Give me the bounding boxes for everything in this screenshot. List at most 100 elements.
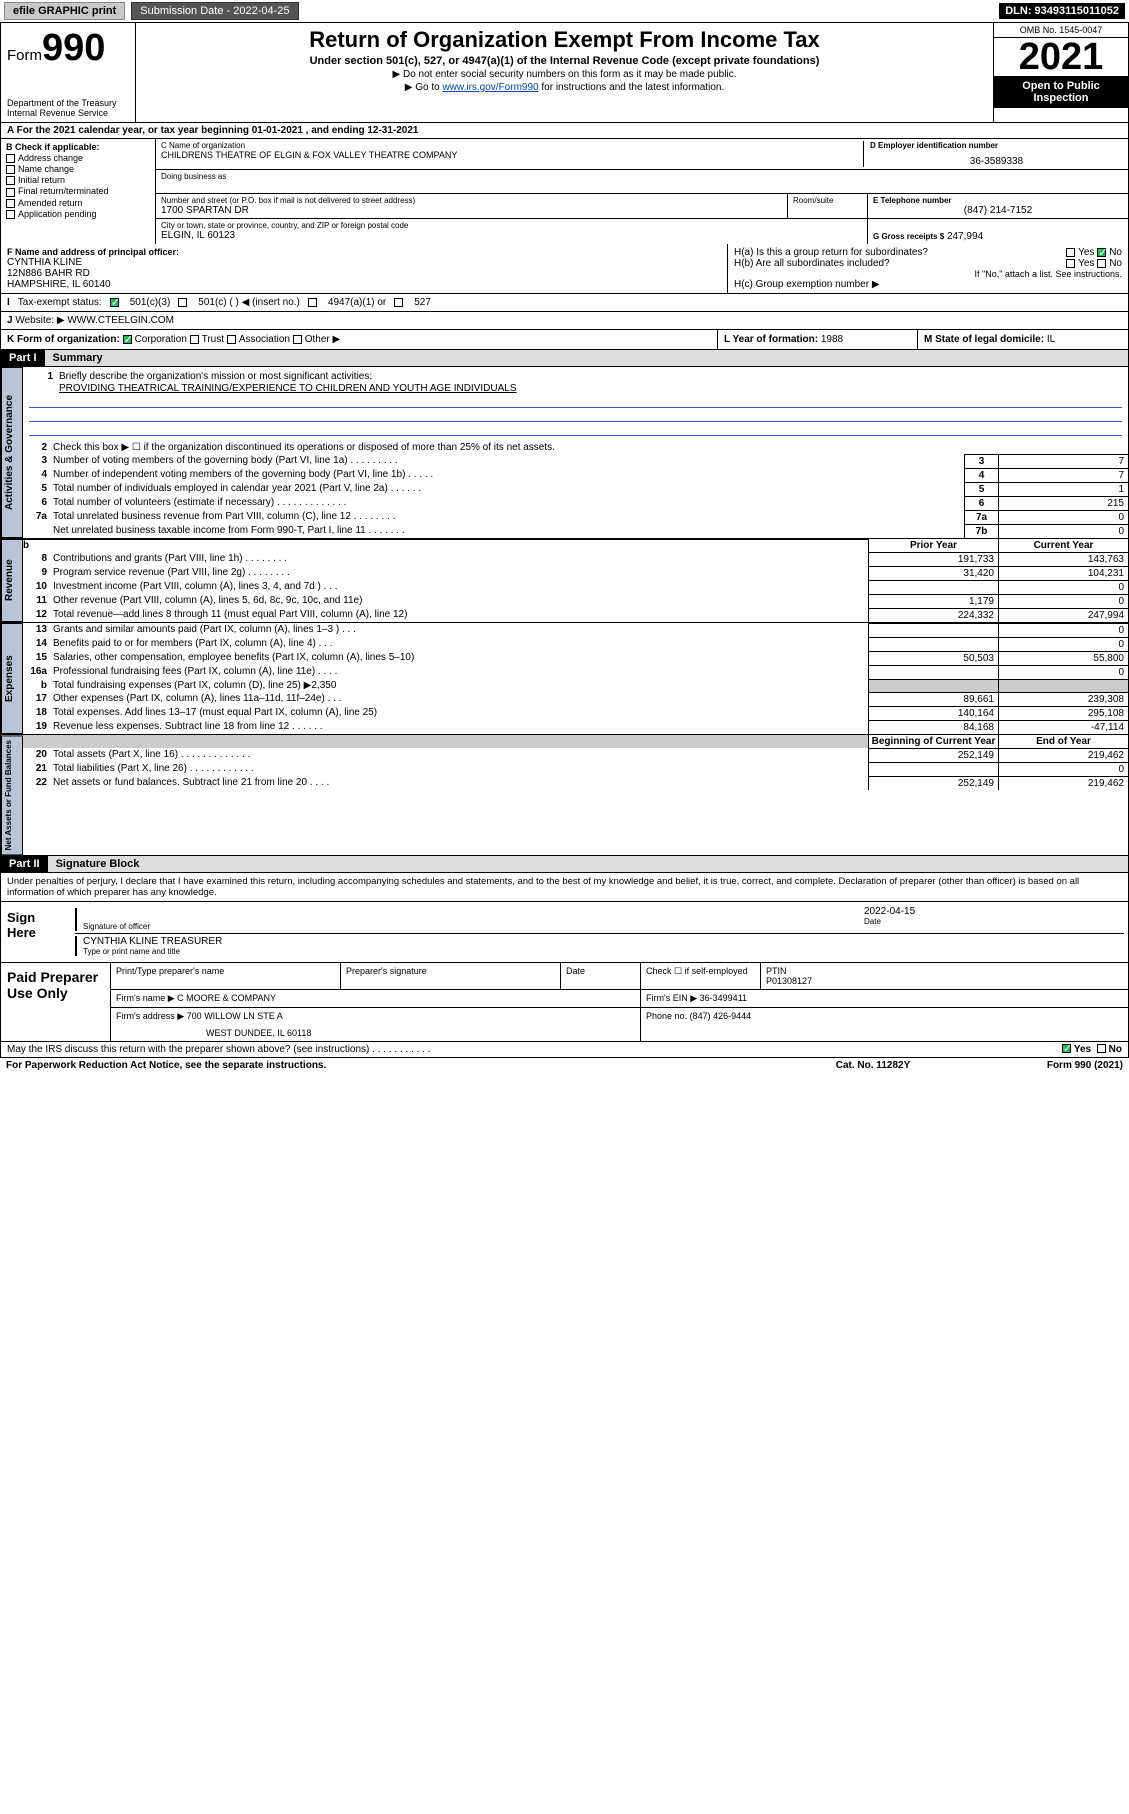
prior-val: 191,733 [868, 552, 998, 566]
curr-val: 247,994 [998, 608, 1128, 622]
ha-no[interactable] [1097, 248, 1106, 257]
checkbox[interactable] [6, 210, 15, 219]
org-name: CHILDRENS THEATRE OF ELGIN & FOX VALLEY … [161, 150, 863, 160]
website: WWW.CTEELGIN.COM [67, 315, 174, 326]
website-row: J Website: ▶ WWW.CTEELGIN.COM [0, 312, 1129, 330]
efile-btn[interactable]: efile GRAPHIC print [4, 2, 125, 20]
curr-val: 295,108 [998, 706, 1128, 720]
prior-val: 1,179 [868, 594, 998, 608]
secb-opt: Initial return [6, 175, 150, 185]
dba-label: Doing business as [161, 172, 863, 181]
subtitle-ssn: ▶ Do not enter social security numbers o… [140, 69, 989, 80]
curr-val: -47,114 [998, 720, 1128, 734]
prior-val [868, 679, 998, 692]
table-row: 8Contributions and grants (Part VIII, li… [23, 552, 1128, 566]
curr-val: 219,462 [998, 748, 1128, 762]
firm-ein: 36-3499411 [700, 993, 747, 1003]
addr-label: Number and street (or P.O. box if mail i… [161, 196, 782, 205]
501c3-check[interactable] [110, 298, 119, 307]
checkbox[interactable] [6, 188, 15, 197]
firm-addr: 700 WILLOW LN STE A [187, 1011, 283, 1021]
prior-val: 89,661 [868, 692, 998, 706]
signature-block: Under penalties of perjury, I declare th… [0, 873, 1129, 1042]
l5-val: 1 [998, 482, 1128, 496]
secb-opt: Amended return [6, 198, 150, 208]
checkbox[interactable] [6, 165, 15, 174]
firm-phone: (847) 426-9444 [690, 1011, 752, 1021]
curr-val: 0 [998, 580, 1128, 594]
curr-val: 143,763 [998, 552, 1128, 566]
discuss-no[interactable] [1097, 1044, 1106, 1053]
city: ELGIN, IL 60123 [161, 230, 862, 241]
gov-tab: Activities & Governance [1, 367, 23, 538]
table-row: 9Program service revenue (Part VIII, lin… [23, 566, 1128, 580]
4947-check[interactable] [308, 298, 317, 307]
form-number: 990 [42, 27, 105, 69]
hb-no[interactable] [1097, 259, 1106, 268]
table-row: 14Benefits paid to or for members (Part … [23, 637, 1128, 651]
table-row: 13Grants and similar amounts paid (Part … [23, 623, 1128, 637]
l4-val: 7 [998, 468, 1128, 482]
l3-val: 7 [998, 454, 1128, 468]
tax-status-row: I Tax-exempt status: 501(c)(3) 501(c) ( … [0, 294, 1129, 312]
subtitle-1: Under section 501(c), 527, or 4947(a)(1)… [140, 55, 989, 67]
trust-check[interactable] [190, 335, 199, 344]
footer: For Paperwork Reduction Act Notice, see … [0, 1058, 1129, 1073]
phone-label: E Telephone number [873, 196, 1123, 205]
governance-section: Activities & Governance 1Briefly describ… [0, 367, 1129, 539]
officer-label: F Name and address of principal officer: [7, 247, 721, 257]
527-check[interactable] [394, 298, 403, 307]
l6-val: 215 [998, 496, 1128, 510]
officer-addr1: 12N886 BAHR RD [7, 268, 721, 279]
officer-row: F Name and address of principal officer:… [0, 244, 1129, 294]
discuss-row: May the IRS discuss this return with the… [0, 1042, 1129, 1058]
curr-val: 55,800 [998, 651, 1128, 665]
part1-bar: Part I Summary [0, 350, 1129, 367]
hb-yes[interactable] [1066, 259, 1075, 268]
checkbox[interactable] [6, 199, 15, 208]
firm-name: C MOORE & COMPANY [177, 993, 276, 1003]
other-check[interactable] [293, 335, 302, 344]
table-row: 21Total liabilities (Part X, line 26) . … [23, 762, 1128, 776]
curr-val: 0 [998, 637, 1128, 651]
prior-val: 50,503 [868, 651, 998, 665]
ha-label: H(a) Is this a group return for subordin… [734, 247, 928, 258]
curr-val: 0 [998, 665, 1128, 679]
year-formed: 1988 [821, 334, 843, 345]
part2-bar: Part II Signature Block [0, 856, 1129, 873]
room-label: Room/suite [793, 196, 862, 205]
irs-link[interactable]: www.irs.gov/Form990 [442, 82, 538, 93]
city-label: City or town, state or province, country… [161, 221, 862, 230]
prior-val [868, 762, 998, 776]
entity-block: B Check if applicable: Address changeNam… [0, 139, 1129, 244]
assoc-check[interactable] [227, 335, 236, 344]
corp-check[interactable] [123, 335, 132, 344]
hb-label: H(b) Are all subordinates included? [734, 258, 890, 269]
501c-check[interactable] [178, 298, 187, 307]
curr-val: 0 [998, 762, 1128, 776]
gross-label: G Gross receipts $ [873, 232, 944, 241]
top-bar: efile GRAPHIC print Submission Date - 20… [0, 0, 1129, 22]
secb-opt: Final return/terminated [6, 186, 150, 196]
form-header: Form990 Department of the Treasury Inter… [0, 22, 1129, 123]
ha-yes[interactable] [1066, 248, 1075, 257]
curr-val [998, 679, 1128, 692]
curr-val: 239,308 [998, 692, 1128, 706]
prior-val: 84,168 [868, 720, 998, 734]
curr-val: 0 [998, 594, 1128, 608]
prior-val [868, 580, 998, 594]
prior-val: 252,149 [868, 776, 998, 790]
table-row: 18Total expenses. Add lines 13–17 (must … [23, 706, 1128, 720]
checkbox[interactable] [6, 154, 15, 163]
signer-name: CYNTHIA KLINE TREASURER [83, 936, 1124, 947]
discuss-yes[interactable] [1062, 1044, 1071, 1053]
secb-opt: Name change [6, 164, 150, 174]
table-row: 11Other revenue (Part VIII, column (A), … [23, 594, 1128, 608]
table-row: 16aProfessional fundraising fees (Part I… [23, 665, 1128, 679]
prior-val: 224,332 [868, 608, 998, 622]
domicile: IL [1047, 334, 1055, 345]
sign-here-label: Sign Here [1, 902, 71, 962]
l7a-val: 0 [998, 510, 1128, 524]
checkbox[interactable] [6, 176, 15, 185]
dln: DLN: 93493115011052 [999, 3, 1125, 19]
